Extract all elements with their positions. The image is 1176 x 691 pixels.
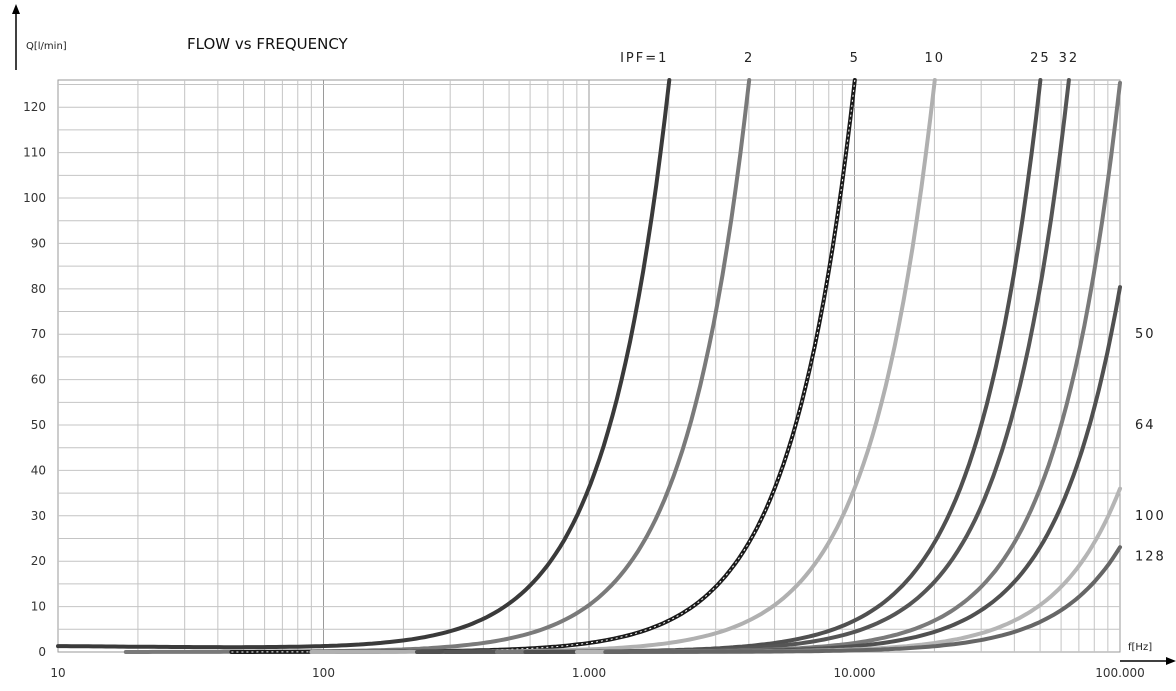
y-tick-label: 70 [31,327,46,341]
x-tick-label: 10 [50,666,65,680]
chart-title: FLOW vs FREQUENCY [187,35,349,53]
curves [56,78,1122,654]
curve-label-64: 64 [1135,418,1156,433]
x-tick-label: 100 [312,666,335,680]
x-axis-arrow-icon [1166,657,1176,665]
y-tick-label: 20 [31,554,46,568]
curve-label-IPF=1: IPF=1 [620,51,668,66]
x-axis-label: f[Hz] [1128,642,1152,653]
curve-ipf-5 [229,78,857,654]
curve-ipf-IPF=1 [56,78,672,650]
curve-ipf-2 [123,78,752,654]
x-tick-label: 1.000 [572,666,606,680]
y-tick-label: 110 [23,146,46,160]
y-axis-arrow-icon [12,4,20,14]
curve-ipf-128 [603,545,1122,654]
axes [12,4,1176,665]
tick-labels: 10 100 1.000 10.000 100.000 0 10 20 30 40 50 60 70 80… [23,100,1145,680]
grid [57,79,1121,653]
curve-label-100: 100 [1135,509,1166,524]
y-tick-label: 100 [23,191,46,205]
curve-label-128: 128 [1135,550,1166,565]
curve-label-32: 32 [1059,51,1080,66]
y-tick-label: 30 [31,509,46,523]
curve-label-5: 5 [850,51,860,66]
curve-label-10: 10 [924,51,945,66]
curve-label-50: 50 [1135,327,1156,342]
y-tick-label: 80 [31,282,46,296]
curve-ipf-32 [443,78,1071,654]
x-tick-label: 10.000 [834,666,876,680]
y-tick-label: 50 [31,418,46,432]
y-tick-label: 10 [31,600,46,614]
y-tick-label: 0 [38,645,46,659]
y-tick-label: 40 [31,463,46,477]
y-tick-label: 90 [31,236,46,250]
y-tick-label: 60 [31,373,46,387]
curve-ipf-5-dots [231,79,856,653]
x-tick-label: 100.000 [1095,666,1145,680]
curve-label-2: 2 [744,51,754,66]
y-tick-label: 120 [23,100,46,114]
curve-label-25: 25 [1030,51,1051,66]
y-axis-label: Q[l/min] [26,41,67,52]
